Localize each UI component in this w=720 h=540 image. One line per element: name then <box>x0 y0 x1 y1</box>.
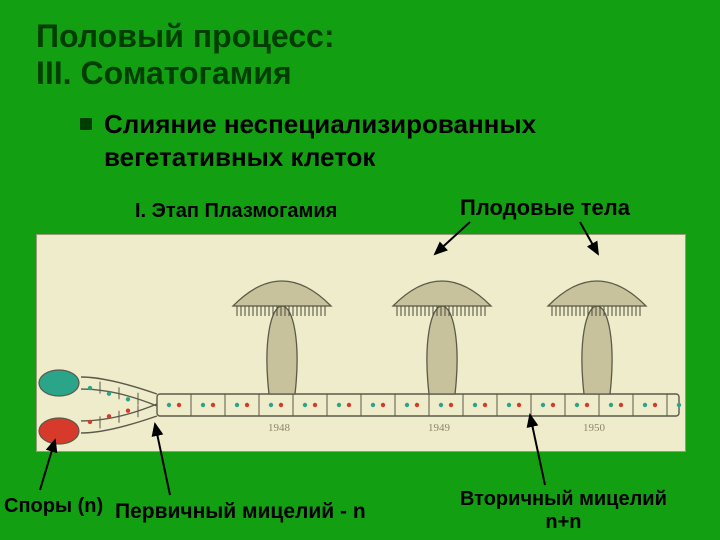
svg-text:1948: 1948 <box>268 422 291 434</box>
somatogamy-diagram: 1948 1949 1950 <box>36 234 686 452</box>
label-spores: Споры (n) <box>4 495 103 518</box>
slide-title: Половый процесс: III. Соматогамия <box>36 18 334 92</box>
title-line2: III. Соматогамия <box>36 55 292 91</box>
svg-text:1950: 1950 <box>583 422 606 434</box>
label-stage: I. Этап Плазмогамия <box>135 200 337 223</box>
svg-text:1949: 1949 <box>428 422 451 434</box>
bullet-square-icon <box>80 118 92 130</box>
bullet-text: Слияние неспециализированных вегетативны… <box>104 108 684 173</box>
label-secondary-mycelium: Вторичный мицелий n+n <box>460 488 667 534</box>
label-primary-mycelium: Первичный мицелий - n <box>115 500 366 524</box>
diagram-svg: 1948 1949 1950 <box>37 235 687 453</box>
bullet-item: Слияние неспециализированных вегетативны… <box>80 108 684 173</box>
title-line1: Половый процесс: <box>36 18 334 54</box>
label-fruiting-bodies: Плодовые тела <box>460 195 630 221</box>
